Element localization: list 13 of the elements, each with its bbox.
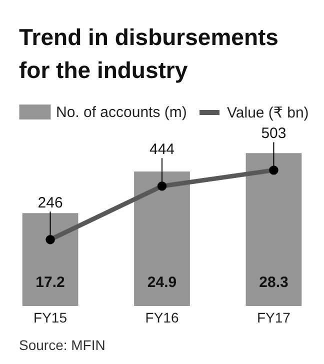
data-label: 17.2 [36,274,65,291]
data-label: 24.9 [147,274,177,291]
chart-title: Trend in disbursements for the industry [19,24,278,83]
x-tick-label: FY15 [34,310,68,326]
data-label: 28.3 [259,274,288,291]
data-label: 246 [38,194,63,212]
legend-label: Value (₹ bn) [227,104,309,122]
legend-label: No. of accounts (m) [56,104,187,121]
data-label: 503 [261,125,286,142]
source-note: Source: MFIN [19,337,106,353]
x-tick-label: FY16 [145,310,179,326]
data-label: 444 [149,141,175,158]
x-tick-label: FY17 [256,310,291,326]
